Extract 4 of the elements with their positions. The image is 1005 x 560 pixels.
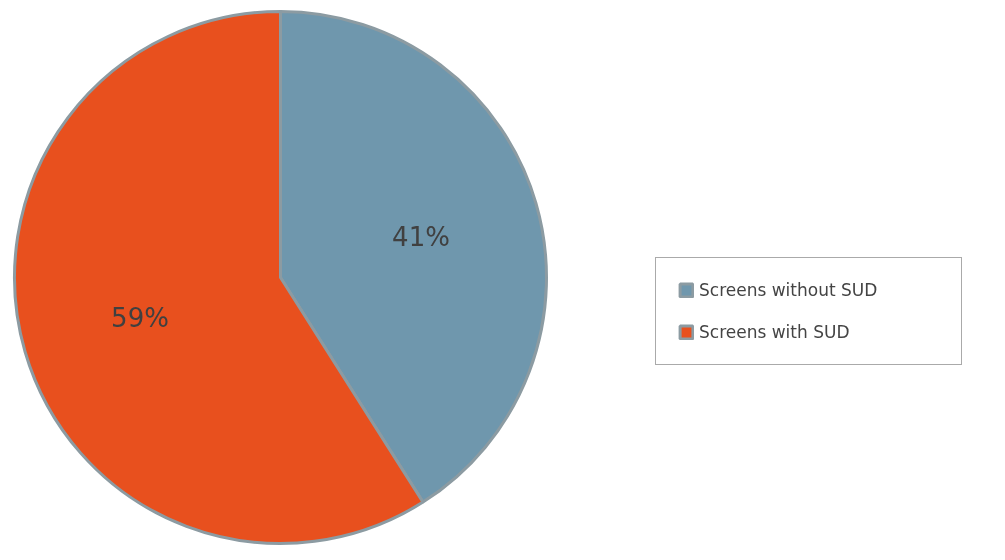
- legend-label: Screens without SUD: [699, 280, 879, 300]
- data-label: 41%: [392, 221, 450, 252]
- data-label: 59%: [111, 303, 169, 334]
- legend-label: Screens with SUD: [699, 322, 851, 342]
